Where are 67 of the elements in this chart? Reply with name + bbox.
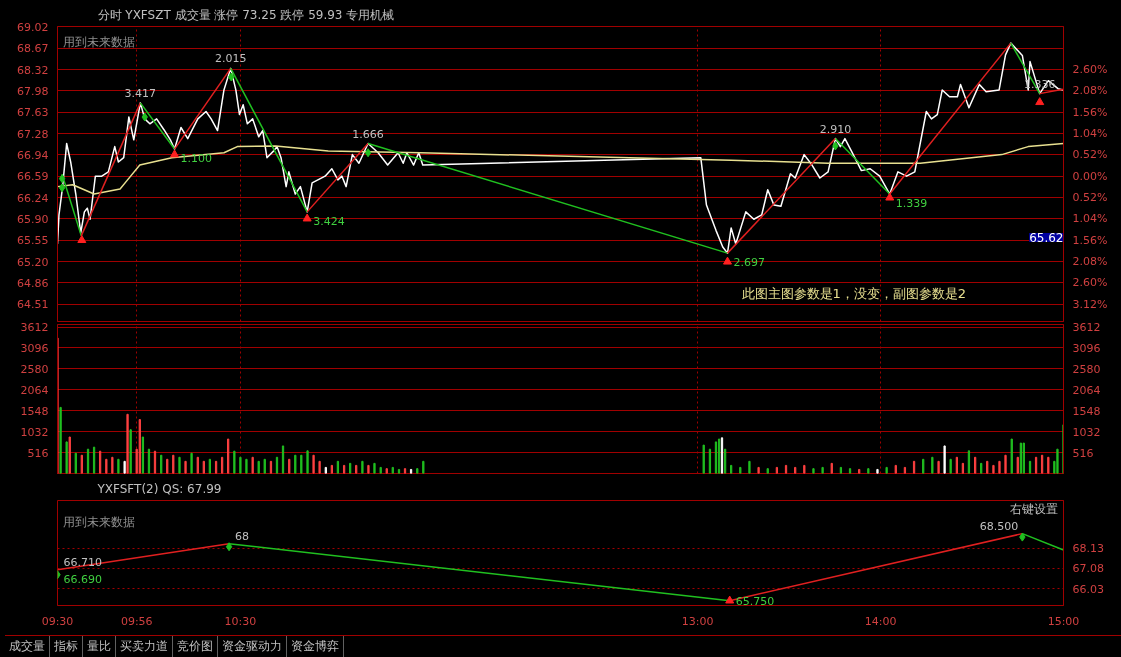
- text: 量比: [83, 636, 116, 657]
- text: 成交量: [5, 636, 50, 657]
- y-tick-label: 1032: [20, 425, 49, 439]
- y-tick-label: 64.51: [17, 298, 49, 312]
- y-tick-label: 67.63: [17, 106, 49, 120]
- annotation: 2.910: [819, 122, 852, 136]
- y-tick-label: 3096: [20, 341, 49, 355]
- y2-tick-label: 2.60%: [1072, 276, 1108, 290]
- annotation: 3.424: [313, 214, 345, 228]
- annotation: 66.690: [63, 572, 102, 586]
- y2-tick-label: 1.56%: [1072, 233, 1108, 247]
- y-tick-label: 65.55: [17, 234, 49, 248]
- y-tick-label: 66.94: [17, 148, 49, 162]
- x-tick-label: 09:56: [120, 614, 153, 628]
- y2-tick-label: 3.12%: [1072, 297, 1108, 311]
- y-tick-label: 65.20: [17, 255, 49, 269]
- x-tick-label: 14:00: [864, 614, 897, 628]
- annotation: 65.750: [735, 594, 775, 608]
- annotation: 用到未来数据: [62, 515, 135, 530]
- annotation: 68: [235, 529, 250, 543]
- y2-tick-label: 1.04%: [1072, 127, 1108, 141]
- text: 买卖力道: [116, 636, 173, 657]
- x-tick-label: 09:30: [41, 614, 74, 628]
- y-tick-label: 66.24: [17, 191, 49, 205]
- y-tick-label: 68.67: [17, 42, 49, 56]
- chart-title: YXFSFT(2) QS: 67.99: [96, 481, 222, 496]
- y2-tick-label: 0.00%: [1072, 169, 1108, 183]
- text: 指标: [50, 636, 83, 657]
- y-tick-label: 66.59: [17, 170, 49, 184]
- y-tick-label: 516: [27, 446, 49, 460]
- y2-tick-label: 2.08%: [1072, 255, 1108, 269]
- y2-tick-label: 0.52%: [1072, 191, 1108, 205]
- y2-tick-label: 2.08%: [1072, 84, 1108, 98]
- x-tick-label: 13:00: [681, 614, 714, 628]
- y-tick-label: 67.98: [17, 84, 49, 98]
- y-tick-label: 68.32: [17, 63, 49, 77]
- y-tick-label: 64.86: [17, 276, 49, 290]
- x-tick-label: 15:00: [1047, 614, 1080, 628]
- y-tick-label: 2580: [20, 362, 49, 376]
- annotation: 66.710: [63, 555, 102, 569]
- text: 竞价图: [173, 636, 218, 657]
- y-tick-label: 2064: [20, 383, 49, 397]
- annotation: 1.339: [895, 197, 928, 211]
- y2-tick-label: 1.04%: [1072, 212, 1108, 226]
- annotation: 68.500: [979, 519, 1019, 533]
- annotation: 用到未来数据: [62, 35, 135, 50]
- y2-tick-label: 2.60%: [1072, 63, 1108, 77]
- text: 资金博弈: [287, 636, 344, 657]
- annotation: 右键设置: [1010, 501, 1059, 516]
- y-tick-label: 66.03: [1072, 582, 1104, 596]
- y-tick-label: 67.28: [17, 127, 49, 141]
- annotation: 1.100: [180, 152, 213, 166]
- y-tick-label: 67.08: [1072, 562, 1104, 576]
- annotation: 2.015: [214, 52, 247, 66]
- annotation: 此图主图参数是1，没变，副图参数是2: [741, 286, 967, 302]
- text: 资金驱动力: [218, 636, 287, 657]
- annotation: 3.417: [124, 86, 157, 100]
- x-tick-label: 10:30: [224, 614, 257, 628]
- y2-tick-label: 0.52%: [1072, 148, 1108, 162]
- annotation: 65.62: [1029, 231, 1064, 245]
- chart-title: 分时 YXFSZT 成交量 涨停 73.25 跌停 59.93 专用机械: [97, 7, 395, 22]
- y-tick-label: 3612: [20, 321, 49, 335]
- y-tick-label: 1548: [20, 404, 49, 418]
- y2-tick-label: 1.56%: [1072, 105, 1108, 119]
- y-tick-label: 69.02: [17, 20, 49, 34]
- y-tick-label: 65.90: [17, 212, 49, 226]
- y-tick-label: 68.13: [1072, 542, 1104, 556]
